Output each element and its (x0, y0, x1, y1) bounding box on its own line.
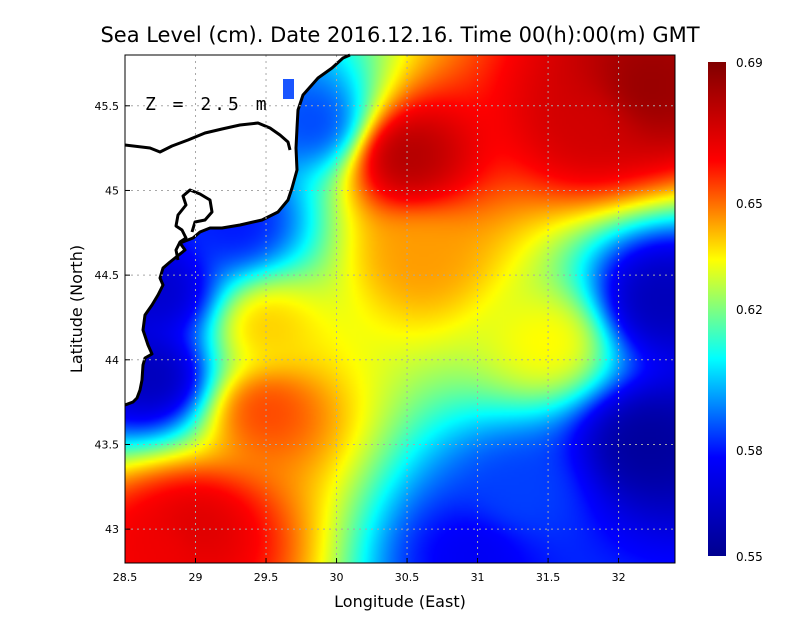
colorbar-tick-label: 0.58 (736, 444, 763, 458)
colorbar-tick-label: 0.69 (736, 56, 763, 70)
x-tick-label: 32 (612, 571, 626, 584)
colorbar-tick-label: 0.65 (736, 197, 763, 211)
chart-title: Sea Level (cm). Date 2016.12.16. Time 00… (100, 23, 699, 47)
x-tick-label: 31 (471, 571, 485, 584)
x-tick-label: 29.5 (254, 571, 279, 584)
coastline-lagoon (174, 188, 214, 261)
plot-frame (124, 54, 676, 564)
x-axis-ticks: 28.5 29 29.5 30 30.5 31 31.5 32 (113, 558, 626, 584)
y-tick-label: 44.5 (95, 269, 120, 282)
x-tick-label: 30.5 (395, 571, 420, 584)
x-tick-label: 28.5 (113, 571, 138, 584)
y-tick-label: 45.5 (95, 100, 120, 113)
plot-area: Z = 2.5 m (124, 53, 676, 564)
x-tick-label: 31.5 (536, 571, 561, 584)
x-tick-label: 29 (189, 571, 203, 584)
y-tick-label: 43.5 (95, 438, 120, 451)
y-tick-label: 45 (105, 184, 119, 197)
land-mask (124, 53, 351, 407)
inlet-patch (283, 79, 294, 99)
colorbar-tick-label: 0.55 (736, 550, 763, 564)
depth-annotation: Z = 2.5 m (145, 94, 270, 115)
y-axis-ticks: 43 43.5 44 44.5 45 45.5 (95, 100, 130, 536)
x-axis-label: Longitude (East) (334, 592, 466, 611)
river-channel (124, 121, 292, 154)
coastline (124, 53, 351, 407)
colorbar-ticks: 0.55 0.58 0.62 0.65 0.69 (736, 56, 763, 564)
y-tick-label: 44 (105, 354, 119, 367)
grid-lines (125, 55, 675, 563)
x-tick-label: 30 (330, 571, 344, 584)
y-tick-label: 43 (105, 523, 119, 536)
colorbar-tick-label: 0.62 (736, 303, 763, 317)
colorbar (708, 62, 726, 556)
y-axis-label: Latitude (North) (67, 245, 86, 373)
